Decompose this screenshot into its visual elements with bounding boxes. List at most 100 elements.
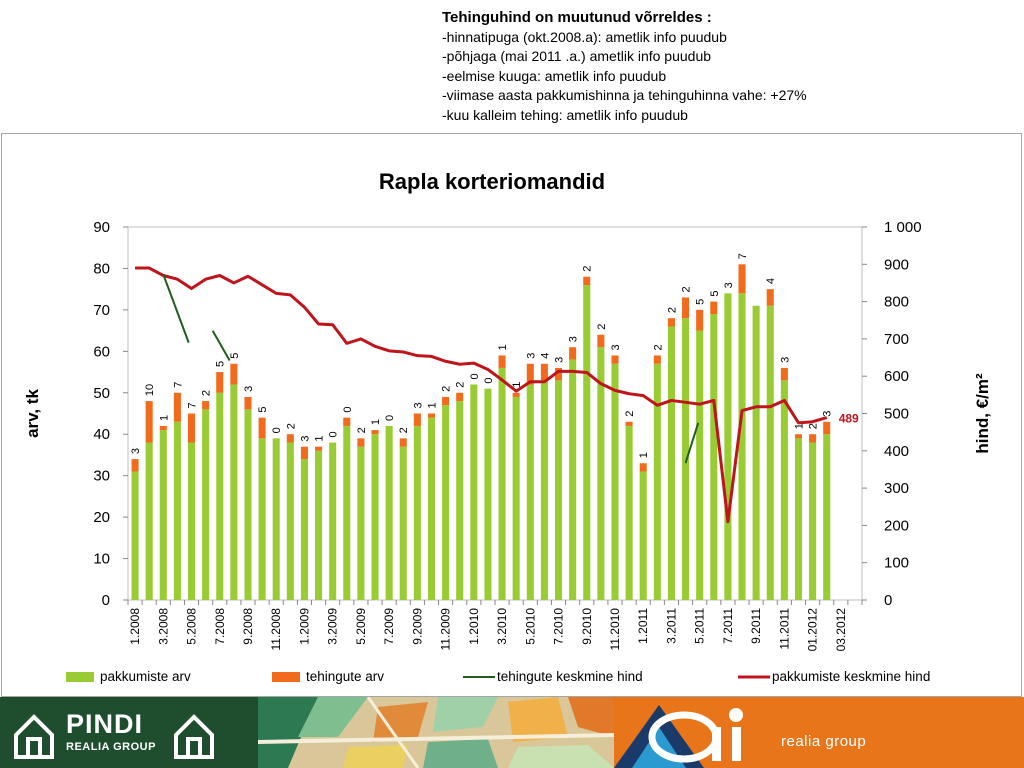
legend-label: pakkumiste arv [100,669,191,684]
y2-tick-label: 600 [884,368,909,385]
offer-bar [639,471,647,600]
x-tick-label: 5.2009 [354,608,368,645]
legend-label: tehingute arv [306,669,384,684]
offer-bar [442,405,450,600]
x-tick-label: 9.2008 [241,608,255,645]
deal-bar [202,401,210,410]
bar-data-label: 3 [822,411,834,417]
offer-bar [202,409,210,600]
deal-price-segment [162,274,190,343]
y-tick-label: 60 [93,343,110,360]
deal-bar [794,434,803,439]
bar-data-label: 3 [779,357,791,363]
plot-area [127,226,863,601]
offer-bar [498,367,506,600]
offer-bar [343,425,351,600]
bar-data-label: 1 [426,402,438,408]
notes-line: -viimase aasta pakkumishinna ja tehinguh… [442,87,807,103]
bar-data-label: 1 [638,452,650,458]
deal-bar [427,413,436,418]
offer-bar [512,396,520,600]
offer-bar [272,438,280,600]
x-tick-label: 1.2009 [297,608,311,645]
offer-bar [611,363,619,600]
x-tick-label: 03.2012 [834,608,848,652]
offer-bar [710,314,718,600]
y2-tick-label: 300 [884,480,909,497]
bar-data-label: 2 [285,423,297,429]
bar-data-label: 4 [539,353,551,359]
deal-bar [131,459,139,472]
offer-bar [625,425,633,600]
offer-bar [823,434,831,600]
y-tick-label: 40 [93,426,110,443]
bar-data-label: 4 [765,278,777,284]
x-tick-label: 3.2011 [664,608,678,644]
deal-bar [399,438,407,447]
deal-bar [597,334,605,348]
bar-data-label: 3 [568,336,580,342]
deal-bar [216,372,224,393]
bar-data-label: 2 [201,390,213,396]
offer-bar [526,384,534,600]
x-tick-label: 1.2011 [636,608,650,644]
y-tick-label: 30 [93,468,110,485]
bar-data-label: 1 [370,419,382,425]
bar-data-label: 1 [511,382,523,388]
bar-data-label: 5 [695,299,707,305]
deal-bar [442,396,450,406]
deal-bar [456,392,464,402]
x-tick-label: 11.2008 [269,608,283,651]
offer-bar [724,293,732,600]
deal-bar [526,363,534,385]
deal-bar [682,297,690,319]
x-tick-label: 3.2009 [326,608,340,645]
bar-data-label: 5 [257,407,269,413]
chart: Rapla korteriomandid01020304050607080900… [23,169,992,684]
offer-bar [244,409,252,600]
bar-data-label: 0 [271,427,283,433]
offer-bar [258,438,266,600]
bar-data-label: 3 [525,353,537,359]
deal-bar [696,309,704,331]
offer-bar [696,330,704,600]
x-tick-label: 7.2009 [382,608,396,645]
y-axis-title: arv, tk [23,389,42,438]
y-tick-label: 80 [93,260,110,277]
bar-data-label: 7 [737,253,749,259]
y2-tick-label: 100 [884,555,909,572]
y-tick-label: 0 [102,592,110,609]
y2-tick-label: 400 [884,443,909,460]
deal-bar [230,363,238,385]
eri-logo-icon [614,705,743,768]
bar-data-label: 2 [356,427,368,433]
x-tick-label: 5.2008 [185,608,199,645]
offer-bar [399,446,407,600]
offer-bar [300,459,308,600]
map-pattern [258,697,614,768]
bar-data-label: 2 [652,344,664,350]
deal-bar [667,318,675,327]
deal-price-segment [684,422,700,464]
offer-bar [653,363,661,600]
legend-label: pakkumiste keskmine hind [772,669,930,684]
bar-data-label: 0 [342,407,354,413]
offer-bar [809,442,817,600]
bar-data-label: 2 [808,423,820,429]
y2-tick-label: 700 [884,331,909,348]
bar-data-label: 2 [596,324,608,330]
offer-bar [145,442,153,600]
offer-bar [173,421,181,600]
legend-label: tehingute keskmine hind [497,669,643,684]
deal-bar [258,417,266,439]
x-tick-label: 9.2009 [410,608,424,645]
pindi-brand-sub: REALIA GROUP [66,741,156,753]
deal-bar [540,363,548,381]
bar-data-label: 7 [172,382,184,388]
y2-tick-label: 800 [884,294,909,311]
last-price-label: 489 [839,412,859,426]
x-tick-label: 9.2011 [749,608,763,644]
deal-bar [187,413,196,443]
deal-bar [413,413,421,426]
legend-swatch [272,672,300,682]
